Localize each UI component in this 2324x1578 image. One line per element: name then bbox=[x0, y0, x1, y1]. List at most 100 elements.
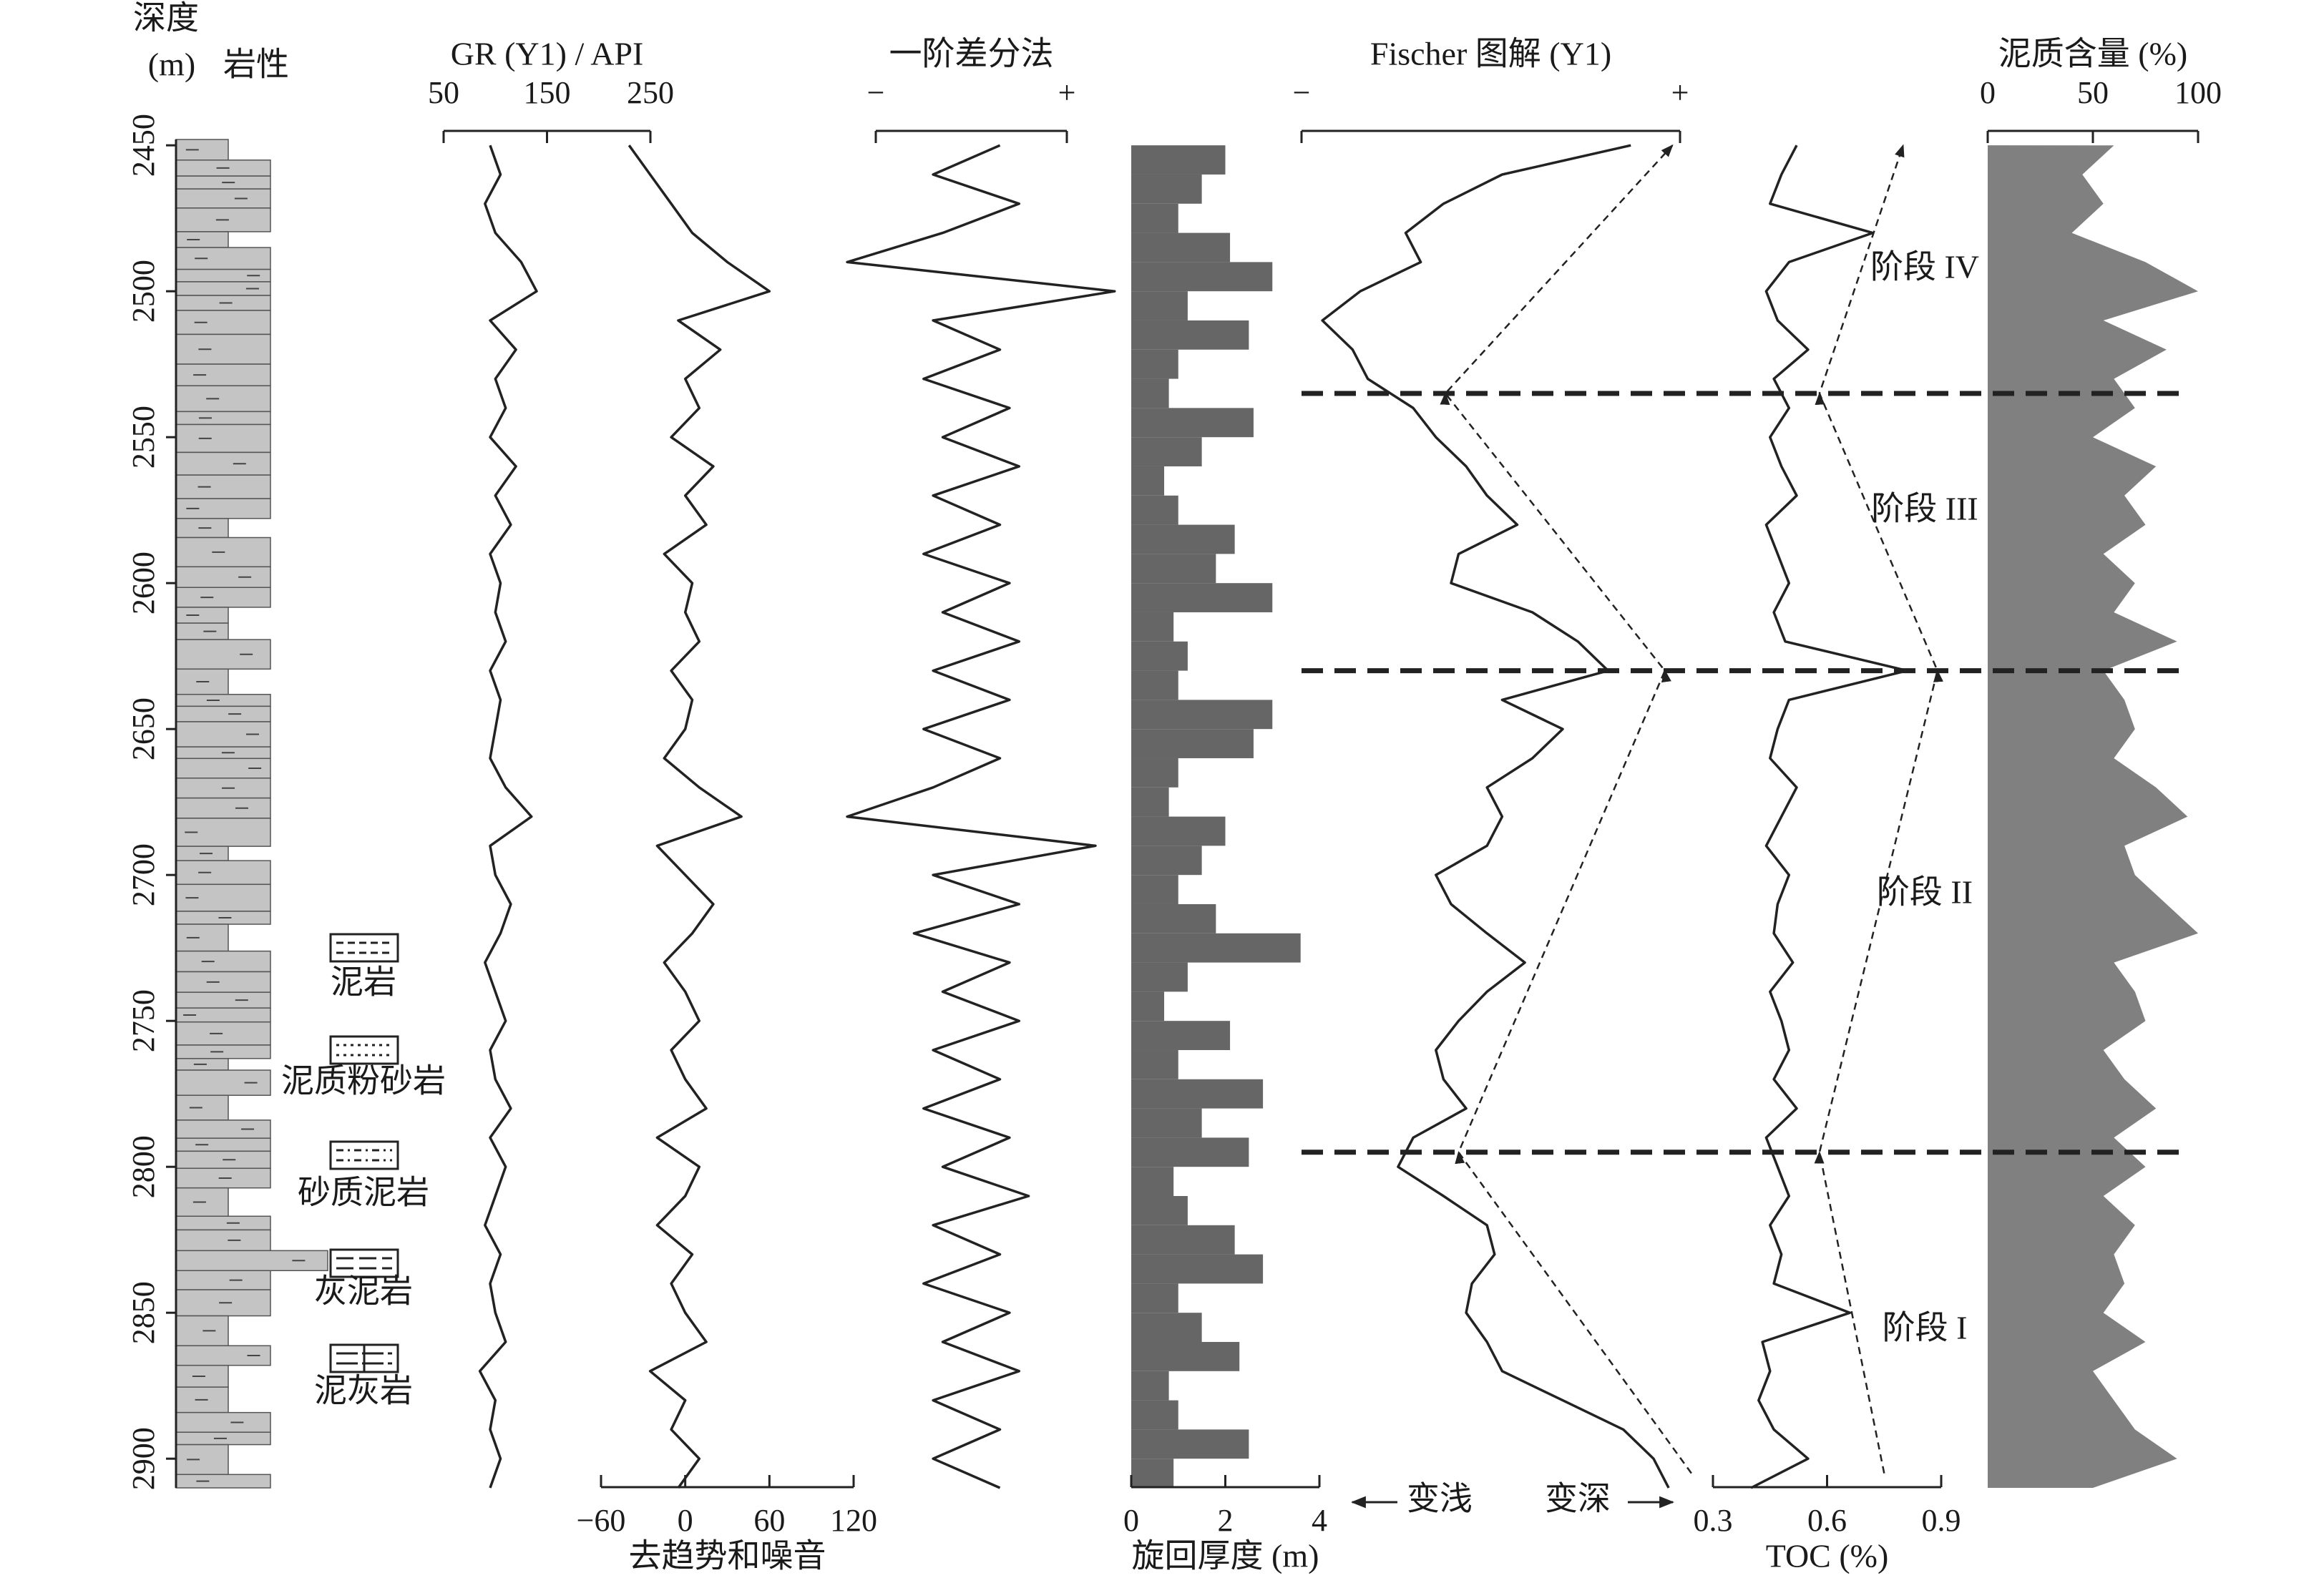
x-tick-label: 250 bbox=[627, 75, 674, 110]
trend-arrow bbox=[1440, 144, 1692, 1474]
x-tick-label: 100 bbox=[2174, 75, 2222, 110]
legend-label: 泥岩 bbox=[331, 964, 396, 1001]
lithology-layer bbox=[175, 1444, 229, 1476]
lithology-layer bbox=[175, 333, 271, 365]
stage-label: 阶段 II bbox=[1877, 874, 1973, 911]
panel-title: 一阶差分法 bbox=[889, 36, 1054, 72]
thickness-bar bbox=[1131, 641, 1188, 671]
thickness-bar bbox=[1131, 612, 1174, 642]
stage-label: 阶段 IV bbox=[1870, 249, 1979, 285]
lithology-layer bbox=[175, 991, 271, 1009]
stage-label: 阶段 I bbox=[1883, 1310, 1968, 1346]
thickness-bar bbox=[1131, 583, 1273, 612]
legend-symbol bbox=[329, 933, 399, 963]
thickness-bar bbox=[1131, 554, 1216, 584]
thickness-bar bbox=[1131, 1195, 1188, 1225]
lithology-layer bbox=[175, 1215, 271, 1231]
thickness-bar bbox=[1131, 1021, 1231, 1050]
thickness-bar bbox=[1131, 903, 1216, 933]
thickness-bar bbox=[1131, 729, 1254, 758]
thickness-bar bbox=[1131, 232, 1231, 263]
x-tick-label: 2 bbox=[1218, 1503, 1234, 1538]
lithology-title: 岩性 bbox=[223, 46, 289, 83]
x-tick-label: 60 bbox=[753, 1503, 785, 1538]
depth-unit: (m) bbox=[148, 46, 195, 83]
x-tick-label: + bbox=[1058, 75, 1076, 110]
x-tick-label: −60 bbox=[577, 1503, 626, 1538]
lithology-layer bbox=[175, 923, 229, 952]
direction-label: 变浅 bbox=[1407, 1481, 1473, 1517]
thickness-bar bbox=[1131, 816, 1226, 846]
log-curve bbox=[846, 144, 1116, 1489]
x-tick-label: − bbox=[1293, 75, 1311, 110]
thickness-bar bbox=[1131, 1167, 1174, 1196]
panel-title: Fischer 图解 (Y1) bbox=[1370, 36, 1611, 72]
panel-title: GR (Y1) / API bbox=[451, 36, 644, 72]
lithology-layer bbox=[175, 474, 271, 499]
lithology-layer bbox=[175, 971, 271, 993]
legend-label: 灰泥岩 bbox=[314, 1273, 413, 1310]
thickness-bar bbox=[1131, 1341, 1240, 1371]
clay-area bbox=[1988, 145, 2198, 1489]
thickness-bar bbox=[1131, 1137, 1249, 1167]
direction-label: 变深 bbox=[1545, 1481, 1611, 1517]
lithology-layer bbox=[175, 566, 271, 588]
legend-label: 泥质粉砂岩 bbox=[281, 1063, 446, 1099]
x-tick-label: − bbox=[867, 75, 885, 110]
thickness-bar bbox=[1131, 670, 1178, 700]
x-tick-label: 0 bbox=[1123, 1503, 1139, 1538]
thickness-bar bbox=[1131, 1429, 1249, 1459]
lithology-layer bbox=[175, 385, 271, 413]
lithology-layer bbox=[175, 411, 271, 426]
depth-tick-label: 2750 bbox=[126, 989, 161, 1052]
thickness-bar bbox=[1131, 320, 1249, 350]
lithology-layer bbox=[175, 1021, 271, 1046]
lithology-layer bbox=[175, 231, 229, 248]
thickness-bar bbox=[1131, 1459, 1174, 1488]
thickness-bar bbox=[1131, 203, 1178, 233]
thickness-bar bbox=[1131, 1400, 1178, 1430]
log-curve bbox=[1750, 144, 1908, 1489]
thickness-bar bbox=[1131, 846, 1202, 876]
thickness-bar bbox=[1131, 962, 1188, 992]
log-curve bbox=[478, 144, 538, 1489]
x-tick-label: 0 bbox=[678, 1503, 693, 1538]
thickness-bar bbox=[1131, 1283, 1178, 1313]
x-tick-label: 50 bbox=[2077, 75, 2109, 110]
lithology-layer bbox=[175, 247, 271, 270]
thickness-bar bbox=[1131, 145, 1226, 175]
lithology-layer bbox=[175, 188, 271, 209]
depth-tick-label: 2700 bbox=[126, 843, 161, 906]
lithology-layer bbox=[175, 860, 271, 886]
lithology-layer bbox=[175, 451, 271, 476]
lithology-layer bbox=[175, 1315, 229, 1347]
thickness-bar bbox=[1131, 875, 1178, 904]
depth-tick-label: 2500 bbox=[126, 260, 161, 323]
lithology-layer bbox=[175, 587, 271, 608]
thickness-bar bbox=[1131, 1371, 1169, 1401]
thickness-bar bbox=[1131, 408, 1254, 438]
x-tick-label: 0.3 bbox=[1694, 1503, 1733, 1538]
thickness-bar bbox=[1131, 933, 1301, 963]
x-tick-label: 4 bbox=[1312, 1503, 1327, 1538]
lithology-layer bbox=[175, 310, 271, 335]
depth-label: 深度 bbox=[133, 0, 199, 36]
lithology-layer bbox=[175, 423, 271, 454]
thickness-bar bbox=[1131, 1079, 1264, 1109]
legend-label: 泥灰岩 bbox=[314, 1373, 413, 1409]
lithology-layer bbox=[175, 1137, 271, 1152]
x-tick-label: 150 bbox=[524, 75, 571, 110]
thickness-bar bbox=[1131, 758, 1178, 788]
thickness-bar bbox=[1131, 378, 1169, 408]
lithology-layer bbox=[175, 1411, 271, 1433]
thickness-bar bbox=[1131, 495, 1178, 525]
lithology-layer bbox=[175, 622, 229, 640]
legend-symbol bbox=[329, 1140, 399, 1170]
axis-label: 旋回厚度 (m) bbox=[1132, 1538, 1319, 1574]
lithology-layer bbox=[175, 139, 229, 161]
lithology-layer bbox=[175, 705, 271, 722]
lithology-layer bbox=[175, 607, 229, 624]
lithology-layer bbox=[175, 693, 271, 707]
thickness-bar bbox=[1131, 524, 1235, 554]
